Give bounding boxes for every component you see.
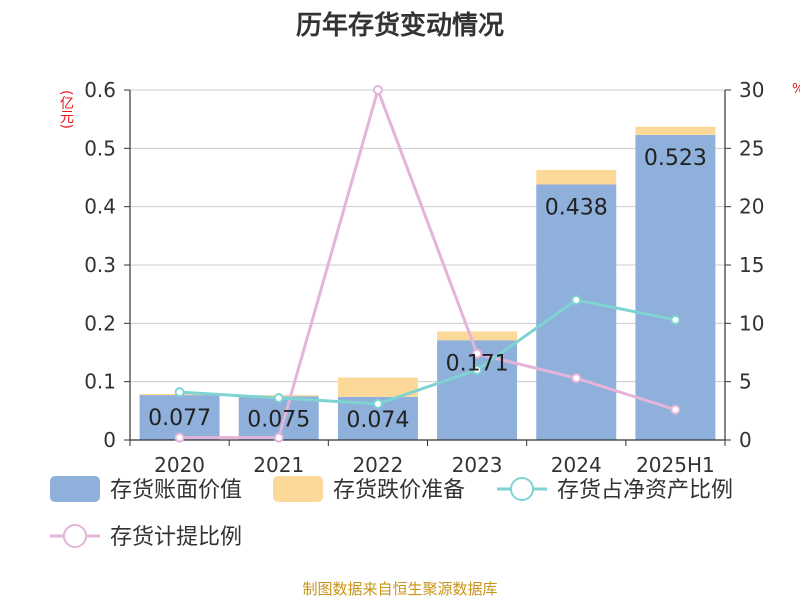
bar-data-label: 0.438 [545,196,608,221]
bar-book-value [635,134,716,440]
x-tick-label: 2021 [253,453,304,477]
left-tick-label: 0.3 [84,253,116,277]
provision-ratio-point [174,432,185,443]
legend-label: 存货占净资产比例 [557,478,733,503]
legend-marker [510,477,534,501]
bar-data-label: 0.075 [247,407,310,432]
legend-swatch [50,476,100,502]
provision-ratio-point [273,432,284,443]
bar-data-label: 0.077 [148,406,211,431]
bar-reserve [635,126,716,135]
right-tick-label: 20 [739,195,764,219]
provision-ratio-point [372,85,383,95]
bar-book-value [536,184,617,440]
net-asset-ratio-point [372,398,383,409]
right-tick-label: 15 [739,253,764,277]
bar-data-label: 0.074 [346,408,409,433]
x-tick-label: 2020 [154,453,205,477]
net-asset-ratio-point [174,387,185,398]
right-tick-label: 25 [739,136,764,160]
x-tick-label: 2024 [551,453,602,477]
legend-label: 存货账面价值 [110,478,242,503]
x-tick-label: 2022 [352,453,403,477]
right-tick-label: 5 [739,370,752,394]
bar-data-label: 0.171 [446,351,509,376]
net-asset-ratio-point [273,393,284,403]
legend-marker [63,524,87,548]
provision-ratio-point [472,348,483,359]
net-asset-ratio-line [179,298,676,406]
source-note: 制图数据来自恒生聚源数据库 [302,580,498,598]
right-axis-unit: % [792,82,800,112]
chart-title: 历年存货变动情况 [295,11,504,41]
legend-swatch [273,476,323,502]
left-tick-label: 0.6 [84,78,116,102]
right-tick-label: 10 [739,311,764,335]
left-tick-label: 0 [103,428,116,452]
left-tick-label: 0.5 [84,136,116,160]
bar-data-label: 0.523 [644,146,707,171]
provision-ratio-line [179,85,676,440]
x-tick-label: 2023 [452,453,503,477]
legend-label: 存货跌价准备 [333,478,465,503]
net-asset-ratio-point [472,365,483,375]
left-tick-label: 0.2 [84,311,116,335]
left-tick-label: 0.4 [84,195,116,219]
bar-reserve [437,331,518,341]
legend-label: 存货计提比例 [110,525,242,550]
left-tick-label: 0.1 [84,370,116,394]
net-asset-ratio-point [670,314,681,325]
bar-reserve [536,169,617,185]
bar-reserve [337,377,418,397]
right-tick-label: 30 [739,78,764,102]
provision-ratio-point [670,404,681,415]
bar-book-value [139,395,220,440]
right-tick-label: 0 [739,428,752,452]
net-asset-ratio-point [571,295,582,305]
x-tick-label: 2025H1 [636,453,715,477]
provision-ratio-point [571,373,582,384]
left-axis-unit: (亿元) [58,90,74,129]
